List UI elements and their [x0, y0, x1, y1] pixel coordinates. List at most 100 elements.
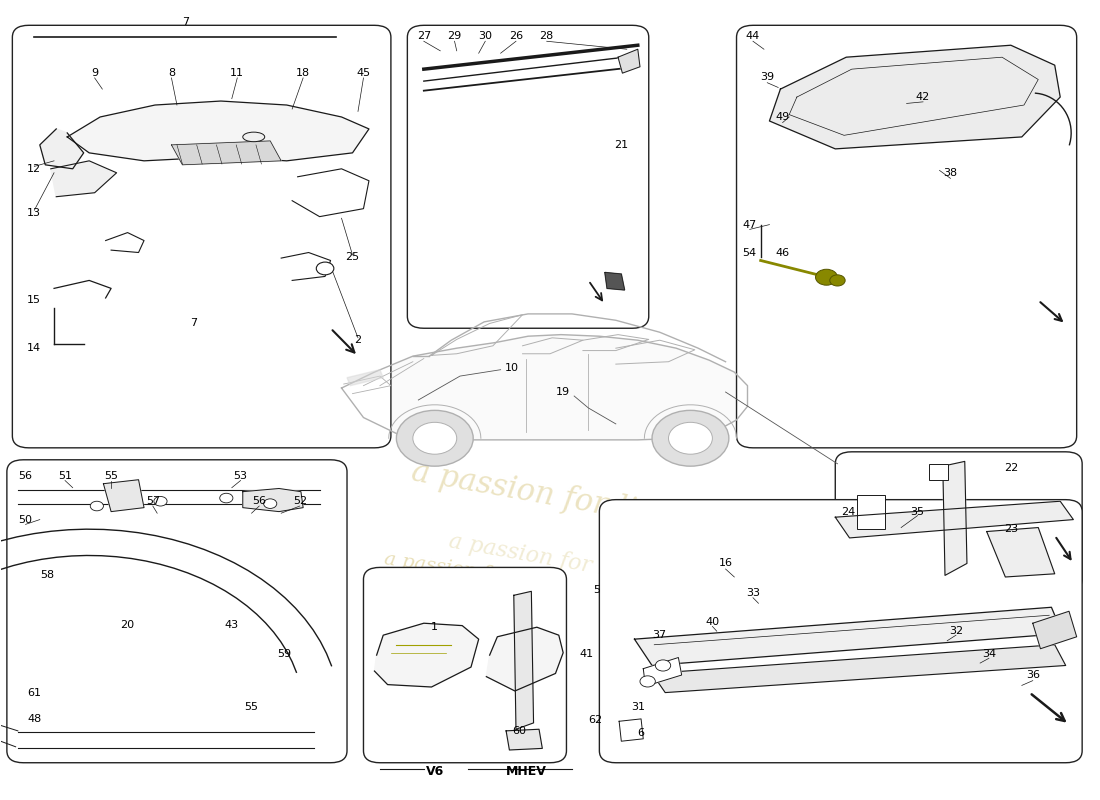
- Text: 55: 55: [244, 702, 258, 712]
- Text: 56: 56: [19, 470, 33, 481]
- Text: 27: 27: [417, 31, 431, 42]
- Text: 57: 57: [145, 496, 160, 506]
- Text: 47: 47: [742, 220, 757, 230]
- Text: 60: 60: [513, 726, 526, 736]
- Text: 18: 18: [296, 68, 310, 78]
- FancyBboxPatch shape: [600, 500, 1082, 762]
- Text: 20: 20: [121, 620, 134, 630]
- Polygon shape: [172, 141, 282, 165]
- Ellipse shape: [243, 132, 265, 142]
- Text: 55: 55: [104, 470, 118, 481]
- Text: a passion for lines: a passion for lines: [409, 456, 691, 535]
- Text: 62: 62: [587, 715, 602, 726]
- Text: 53: 53: [233, 470, 248, 481]
- Text: 6: 6: [638, 728, 645, 738]
- Polygon shape: [67, 101, 368, 161]
- Text: 33: 33: [746, 588, 760, 598]
- Text: 12: 12: [28, 164, 42, 174]
- Text: 29: 29: [448, 31, 462, 42]
- Text: 45: 45: [356, 68, 371, 78]
- Text: 7: 7: [190, 318, 197, 328]
- FancyBboxPatch shape: [7, 460, 346, 762]
- Text: 51: 51: [58, 470, 72, 481]
- Text: 52: 52: [293, 496, 307, 506]
- Circle shape: [154, 497, 167, 506]
- Text: 50: 50: [19, 514, 33, 525]
- Circle shape: [669, 422, 713, 454]
- Circle shape: [317, 262, 333, 275]
- Text: 10: 10: [505, 363, 518, 373]
- Text: a passion for lines: a passion for lines: [447, 531, 653, 588]
- Text: 13: 13: [28, 208, 42, 218]
- Polygon shape: [40, 129, 84, 169]
- Polygon shape: [103, 480, 144, 512]
- Text: 25: 25: [345, 251, 360, 262]
- Polygon shape: [374, 623, 478, 687]
- Circle shape: [815, 270, 837, 285]
- Circle shape: [264, 499, 277, 509]
- Text: 15: 15: [28, 295, 42, 306]
- Polygon shape: [769, 46, 1060, 149]
- Text: 61: 61: [28, 687, 42, 698]
- Polygon shape: [644, 658, 682, 686]
- Text: 8: 8: [168, 68, 175, 78]
- Text: 30: 30: [478, 31, 493, 42]
- Bar: [928, 464, 948, 480]
- Text: 43: 43: [224, 620, 239, 630]
- Text: 2: 2: [354, 335, 362, 346]
- FancyBboxPatch shape: [407, 26, 649, 328]
- FancyBboxPatch shape: [737, 26, 1077, 448]
- FancyBboxPatch shape: [12, 26, 390, 448]
- Text: 23: 23: [1004, 524, 1018, 534]
- Text: 14: 14: [28, 343, 42, 353]
- FancyBboxPatch shape: [835, 452, 1082, 591]
- FancyBboxPatch shape: [363, 567, 566, 762]
- Polygon shape: [652, 645, 1066, 693]
- Text: 46: 46: [776, 247, 790, 258]
- Text: 9: 9: [91, 68, 98, 78]
- Polygon shape: [1033, 611, 1077, 649]
- Polygon shape: [341, 334, 748, 440]
- Text: a passion for lines: a passion for lines: [383, 550, 563, 593]
- Text: 59: 59: [277, 649, 292, 658]
- Text: 34: 34: [982, 649, 996, 658]
- Text: 49: 49: [776, 112, 790, 122]
- Text: 37: 37: [652, 630, 667, 640]
- Text: 19: 19: [557, 387, 570, 397]
- Text: 7: 7: [182, 18, 189, 27]
- Text: 1: 1: [431, 622, 438, 632]
- Polygon shape: [486, 627, 563, 691]
- Text: 31: 31: [630, 702, 645, 712]
- Text: V6: V6: [426, 765, 444, 778]
- Text: 26: 26: [509, 31, 522, 42]
- Circle shape: [220, 494, 233, 503]
- Circle shape: [652, 410, 729, 466]
- Text: 58: 58: [41, 570, 55, 580]
- Circle shape: [656, 660, 671, 671]
- Text: 5: 5: [594, 585, 601, 594]
- Text: 35: 35: [911, 506, 925, 517]
- Circle shape: [90, 502, 103, 511]
- Text: 40: 40: [705, 617, 719, 626]
- Text: 44: 44: [746, 31, 760, 42]
- Text: 22: 22: [1003, 462, 1018, 473]
- Polygon shape: [346, 370, 383, 386]
- Text: 16: 16: [718, 558, 733, 569]
- Polygon shape: [243, 489, 304, 512]
- Text: 42: 42: [916, 92, 931, 102]
- Text: 41: 41: [579, 649, 593, 658]
- Text: 56: 56: [252, 496, 266, 506]
- Text: 48: 48: [28, 714, 42, 724]
- Polygon shape: [835, 502, 1074, 538]
- Circle shape: [396, 410, 473, 466]
- Polygon shape: [51, 161, 117, 197]
- Polygon shape: [506, 730, 542, 750]
- Polygon shape: [618, 50, 640, 73]
- Polygon shape: [514, 591, 534, 730]
- Circle shape: [412, 422, 456, 454]
- Polygon shape: [943, 462, 967, 575]
- Circle shape: [640, 676, 656, 687]
- Text: 11: 11: [230, 68, 244, 78]
- Text: 32: 32: [949, 626, 962, 636]
- Polygon shape: [635, 607, 1063, 666]
